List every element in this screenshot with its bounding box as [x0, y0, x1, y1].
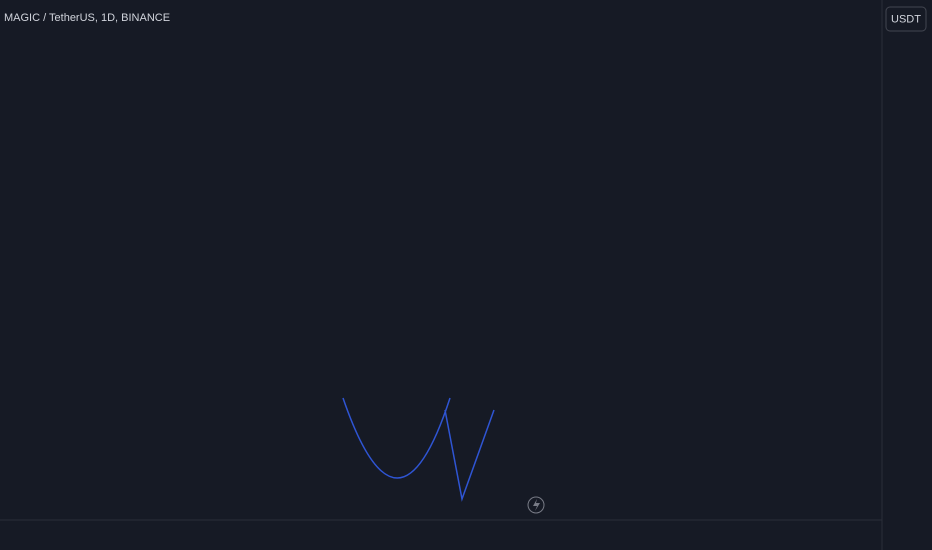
v-drawing — [444, 409, 495, 502]
cup-drawing — [342, 397, 451, 479]
currency-label[interactable]: USDT — [891, 13, 921, 25]
lightning-glyph — [533, 499, 540, 511]
lightning-icon[interactable] — [527, 496, 545, 514]
chart-title: MAGIC / TetherUS, 1D, BINANCE — [4, 12, 170, 24]
currency-button[interactable] — [885, 6, 927, 32]
